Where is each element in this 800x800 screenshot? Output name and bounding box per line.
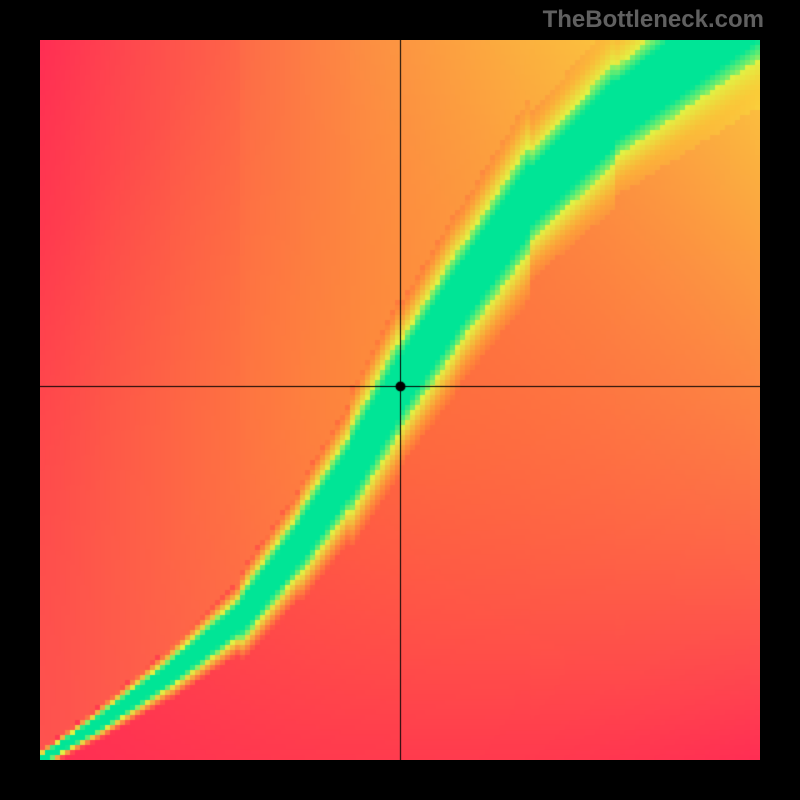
- bottleneck-heatmap: [40, 40, 760, 760]
- watermark-text: TheBottleneck.com: [543, 6, 764, 34]
- chart-container: TheBottleneck.com: [0, 0, 800, 800]
